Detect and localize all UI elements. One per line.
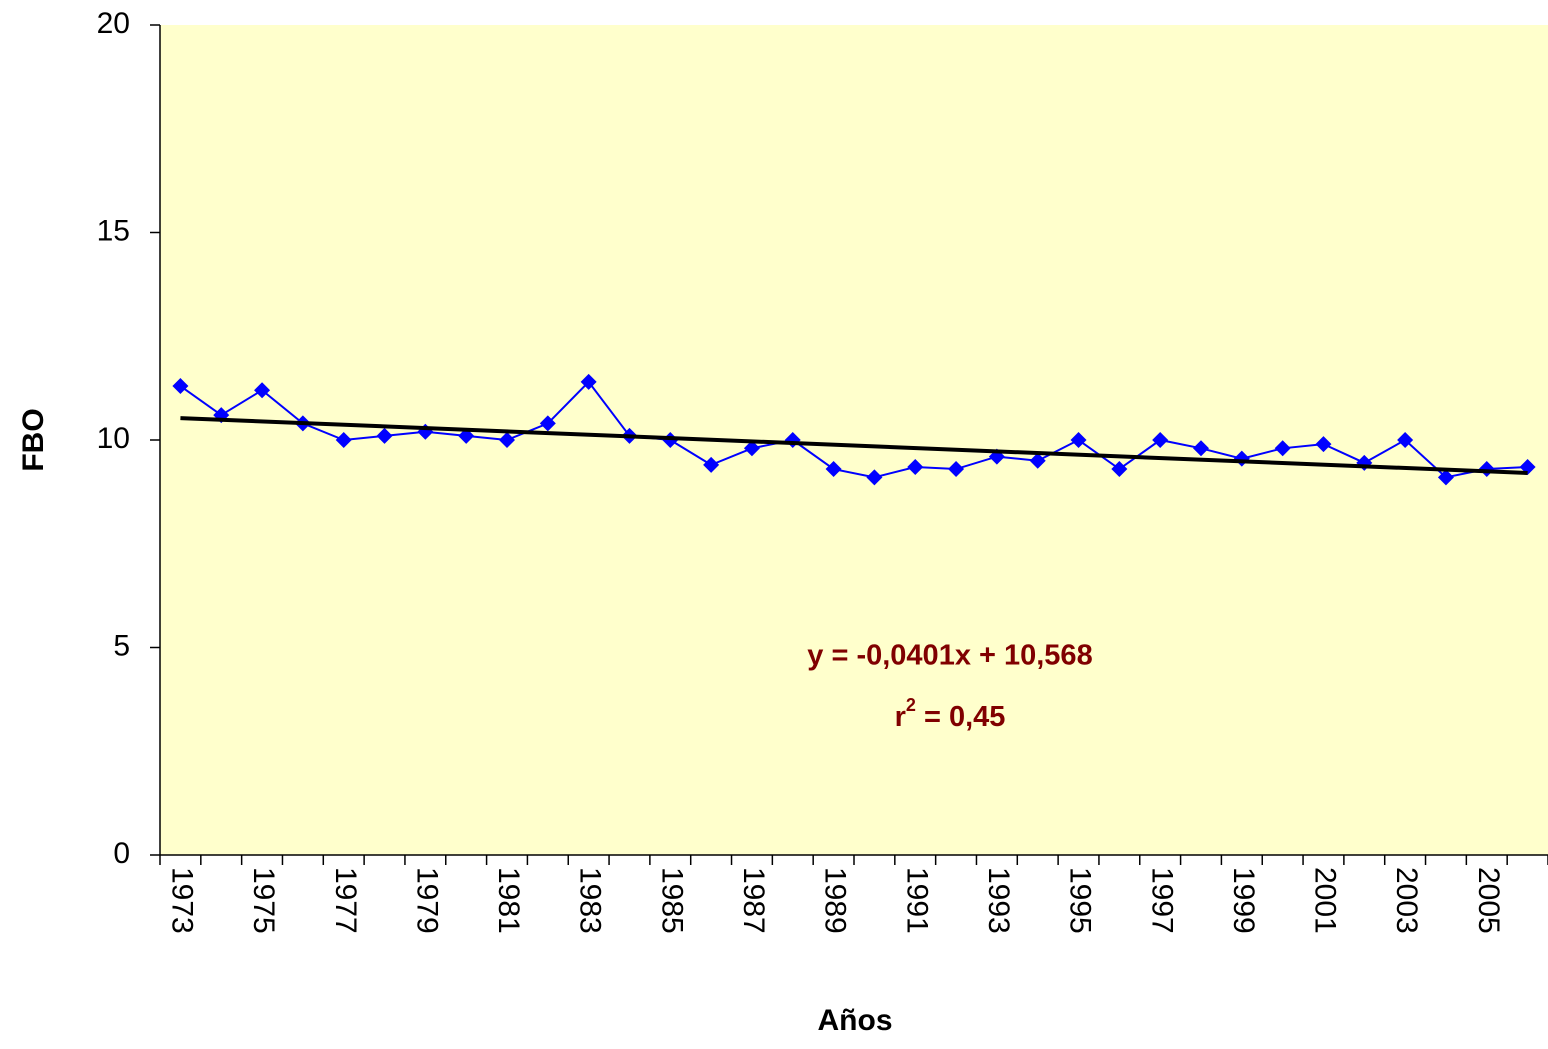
data-point <box>825 461 842 478</box>
x-tick-label: 1985 <box>655 867 688 934</box>
trendline <box>180 416 1528 476</box>
data-point <box>172 378 189 395</box>
x-tick-label: 2001 <box>1309 867 1342 934</box>
x-tick-label: 1977 <box>329 867 362 934</box>
x-tick-label: 2005 <box>1472 867 1505 934</box>
x-tick-label: 1991 <box>900 867 933 934</box>
x-tick-label: 1981 <box>492 867 525 934</box>
data-point <box>1315 436 1332 453</box>
data-point <box>1070 432 1087 448</box>
x-tick-label: 2003 <box>1390 867 1423 934</box>
data-point <box>539 415 556 432</box>
y-tick-label: 0 <box>113 837 130 870</box>
data-point <box>1274 440 1291 457</box>
data-point <box>499 432 515 448</box>
r-squared-part: 2 <box>906 695 916 715</box>
x-tick-label: 1983 <box>574 867 607 934</box>
r-squared-part: = 0,45 <box>916 701 1006 733</box>
x-tick-label: 1979 <box>410 867 443 934</box>
x-tick-label: 1993 <box>982 867 1015 934</box>
y-tick-label: 20 <box>97 7 130 40</box>
data-point <box>743 440 760 457</box>
x-tick-label: 1975 <box>247 867 280 934</box>
y-tick-label: 5 <box>113 629 130 662</box>
data-point <box>703 456 720 473</box>
x-tick-label: 1987 <box>737 867 770 934</box>
data-point <box>1111 461 1128 478</box>
r-squared: r2 = 0,45 <box>895 695 1006 733</box>
data-point <box>580 373 597 390</box>
data-point <box>1437 469 1454 486</box>
data-point <box>1397 432 1414 448</box>
r-squared-part: r <box>895 701 906 733</box>
x-tick-label: 1999 <box>1227 867 1260 934</box>
data-point <box>907 458 924 475</box>
x-tick-label: 1997 <box>1145 867 1178 934</box>
data-point <box>866 469 883 486</box>
x-tick-label: 1995 <box>1064 867 1097 934</box>
plot-area <box>160 25 1548 855</box>
data-point <box>376 427 393 444</box>
data-point <box>1152 432 1169 448</box>
data-point <box>1029 452 1046 469</box>
y-tick-label: 15 <box>97 214 130 247</box>
data-point <box>1193 440 1209 457</box>
y-axis-label: FBO <box>17 408 50 471</box>
data-point <box>254 382 271 399</box>
x-tick-label: 1989 <box>819 867 852 934</box>
data-line <box>179 380 1528 479</box>
x-axis-label: Años <box>818 1004 893 1037</box>
data-point <box>948 461 965 478</box>
data-point <box>335 432 352 448</box>
y-tick-label: 10 <box>97 422 130 455</box>
equation: y = -0,0401x + 10,568 <box>807 640 1092 672</box>
x-tick-label: 1973 <box>165 867 198 934</box>
